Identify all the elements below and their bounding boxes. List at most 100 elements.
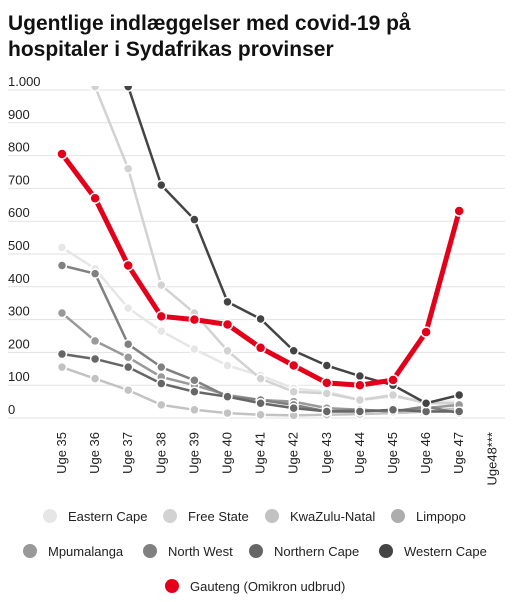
x-tick-label: Uge 40 — [220, 432, 235, 474]
data-point — [321, 377, 333, 389]
y-tick-label: 100 — [8, 369, 30, 384]
data-point — [189, 214, 200, 225]
x-tick-label: Uge 37 — [120, 432, 135, 474]
y-tick-label: 300 — [8, 304, 30, 319]
data-point — [89, 86, 101, 92]
data-point — [321, 360, 333, 371]
axis: 0 100 200 300 400 500 600 700 800 900 1.000 Uge 35 U… — [8, 74, 499, 486]
x-tick-label: Uge 45 — [385, 432, 400, 474]
y-tick-label: 1.000 — [8, 74, 41, 89]
chart-title: Ugentlige indlæggelser med covid-19 på — [8, 12, 411, 35]
legend-label: Limpopo — [416, 509, 466, 524]
data-point — [255, 397, 266, 409]
series-line — [93, 86, 460, 405]
legend-label: Northern Cape — [274, 544, 359, 559]
data-point — [122, 302, 134, 314]
data-point — [56, 148, 68, 160]
data-point — [122, 361, 134, 373]
y-tick-label: 900 — [8, 107, 30, 122]
x-tick-label: Uge 39 — [186, 432, 201, 474]
legend-swatch — [23, 544, 37, 558]
data-point — [354, 406, 366, 417]
data-point — [222, 296, 233, 308]
data-point — [122, 352, 134, 363]
data-point — [122, 86, 134, 92]
legend-swatch — [391, 509, 405, 523]
data-point — [321, 406, 333, 417]
data-point — [387, 404, 399, 416]
legend: Eastern Cape Free State KwaZulu-Natal Limpo… — [23, 509, 487, 594]
data-point — [156, 325, 167, 337]
data-point — [155, 310, 168, 323]
legend-label: Mpumalanga — [48, 544, 124, 559]
data-point — [255, 409, 266, 420]
x-tick-label: Uge 44 — [352, 432, 367, 474]
legend-swatch — [163, 509, 177, 523]
data-point — [387, 389, 399, 401]
data-point — [222, 360, 233, 371]
data-point — [56, 260, 68, 271]
data-point — [453, 205, 465, 217]
legend-swatch — [379, 544, 393, 558]
legend-swatch — [43, 509, 57, 523]
data-point — [222, 345, 233, 357]
data-point — [56, 307, 68, 319]
data-point — [288, 345, 299, 357]
data-point — [420, 326, 432, 338]
data-point — [56, 348, 68, 360]
data-point — [453, 406, 465, 417]
data-point — [89, 353, 101, 365]
data-point — [354, 394, 366, 406]
data-point — [288, 386, 299, 398]
data-point — [354, 370, 366, 382]
plot — [56, 86, 465, 421]
data-point — [255, 373, 266, 384]
legend-label: North West — [168, 544, 233, 559]
data-point — [221, 318, 234, 331]
y-tick-label: 600 — [8, 205, 30, 220]
data-point — [56, 242, 68, 253]
y-tick-label: 0 — [8, 402, 15, 417]
y-tick-label: 700 — [8, 172, 30, 187]
data-point — [89, 335, 101, 347]
data-point — [189, 343, 200, 355]
data-point — [287, 359, 300, 372]
data-point — [89, 268, 101, 279]
data-point — [122, 259, 134, 272]
legend-label: Gauteng (Omikron udbrud) — [190, 579, 345, 594]
x-tick-label: Uge48*** — [484, 432, 499, 486]
legend-label: Western Cape — [404, 544, 487, 559]
data-point — [89, 373, 101, 384]
data-point — [189, 386, 200, 398]
data-point — [156, 179, 167, 191]
y-tick-label: 200 — [8, 336, 30, 351]
legend-label: KwaZulu-Natal — [290, 509, 375, 524]
x-tick-label: Uge 41 — [253, 432, 268, 474]
data-point — [156, 378, 167, 389]
y-tick-label: 400 — [8, 271, 30, 286]
data-point — [89, 192, 101, 204]
grid — [8, 89, 505, 419]
legend-swatch — [165, 579, 179, 593]
x-tick-label: Uge 38 — [153, 432, 168, 474]
data-point — [122, 163, 134, 174]
data-point — [354, 379, 366, 391]
legend-swatch — [143, 544, 157, 558]
data-point — [288, 402, 299, 414]
x-tick-label: Uge 43 — [319, 432, 334, 474]
x-tick-label: Uge 47 — [451, 432, 466, 474]
data-point — [122, 384, 134, 396]
data-point — [189, 404, 200, 416]
legend-label: Free State — [188, 509, 249, 524]
data-point — [321, 388, 333, 399]
data-point — [189, 375, 200, 386]
data-point — [222, 407, 233, 419]
x-tick-label: Uge 36 — [87, 432, 102, 474]
legend-label: Eastern Cape — [68, 509, 148, 524]
data-point — [156, 361, 167, 373]
data-point — [387, 374, 399, 386]
x-tick-label: Uge 46 — [418, 432, 433, 474]
data-point — [254, 342, 267, 354]
y-tick-label: 800 — [8, 140, 30, 155]
